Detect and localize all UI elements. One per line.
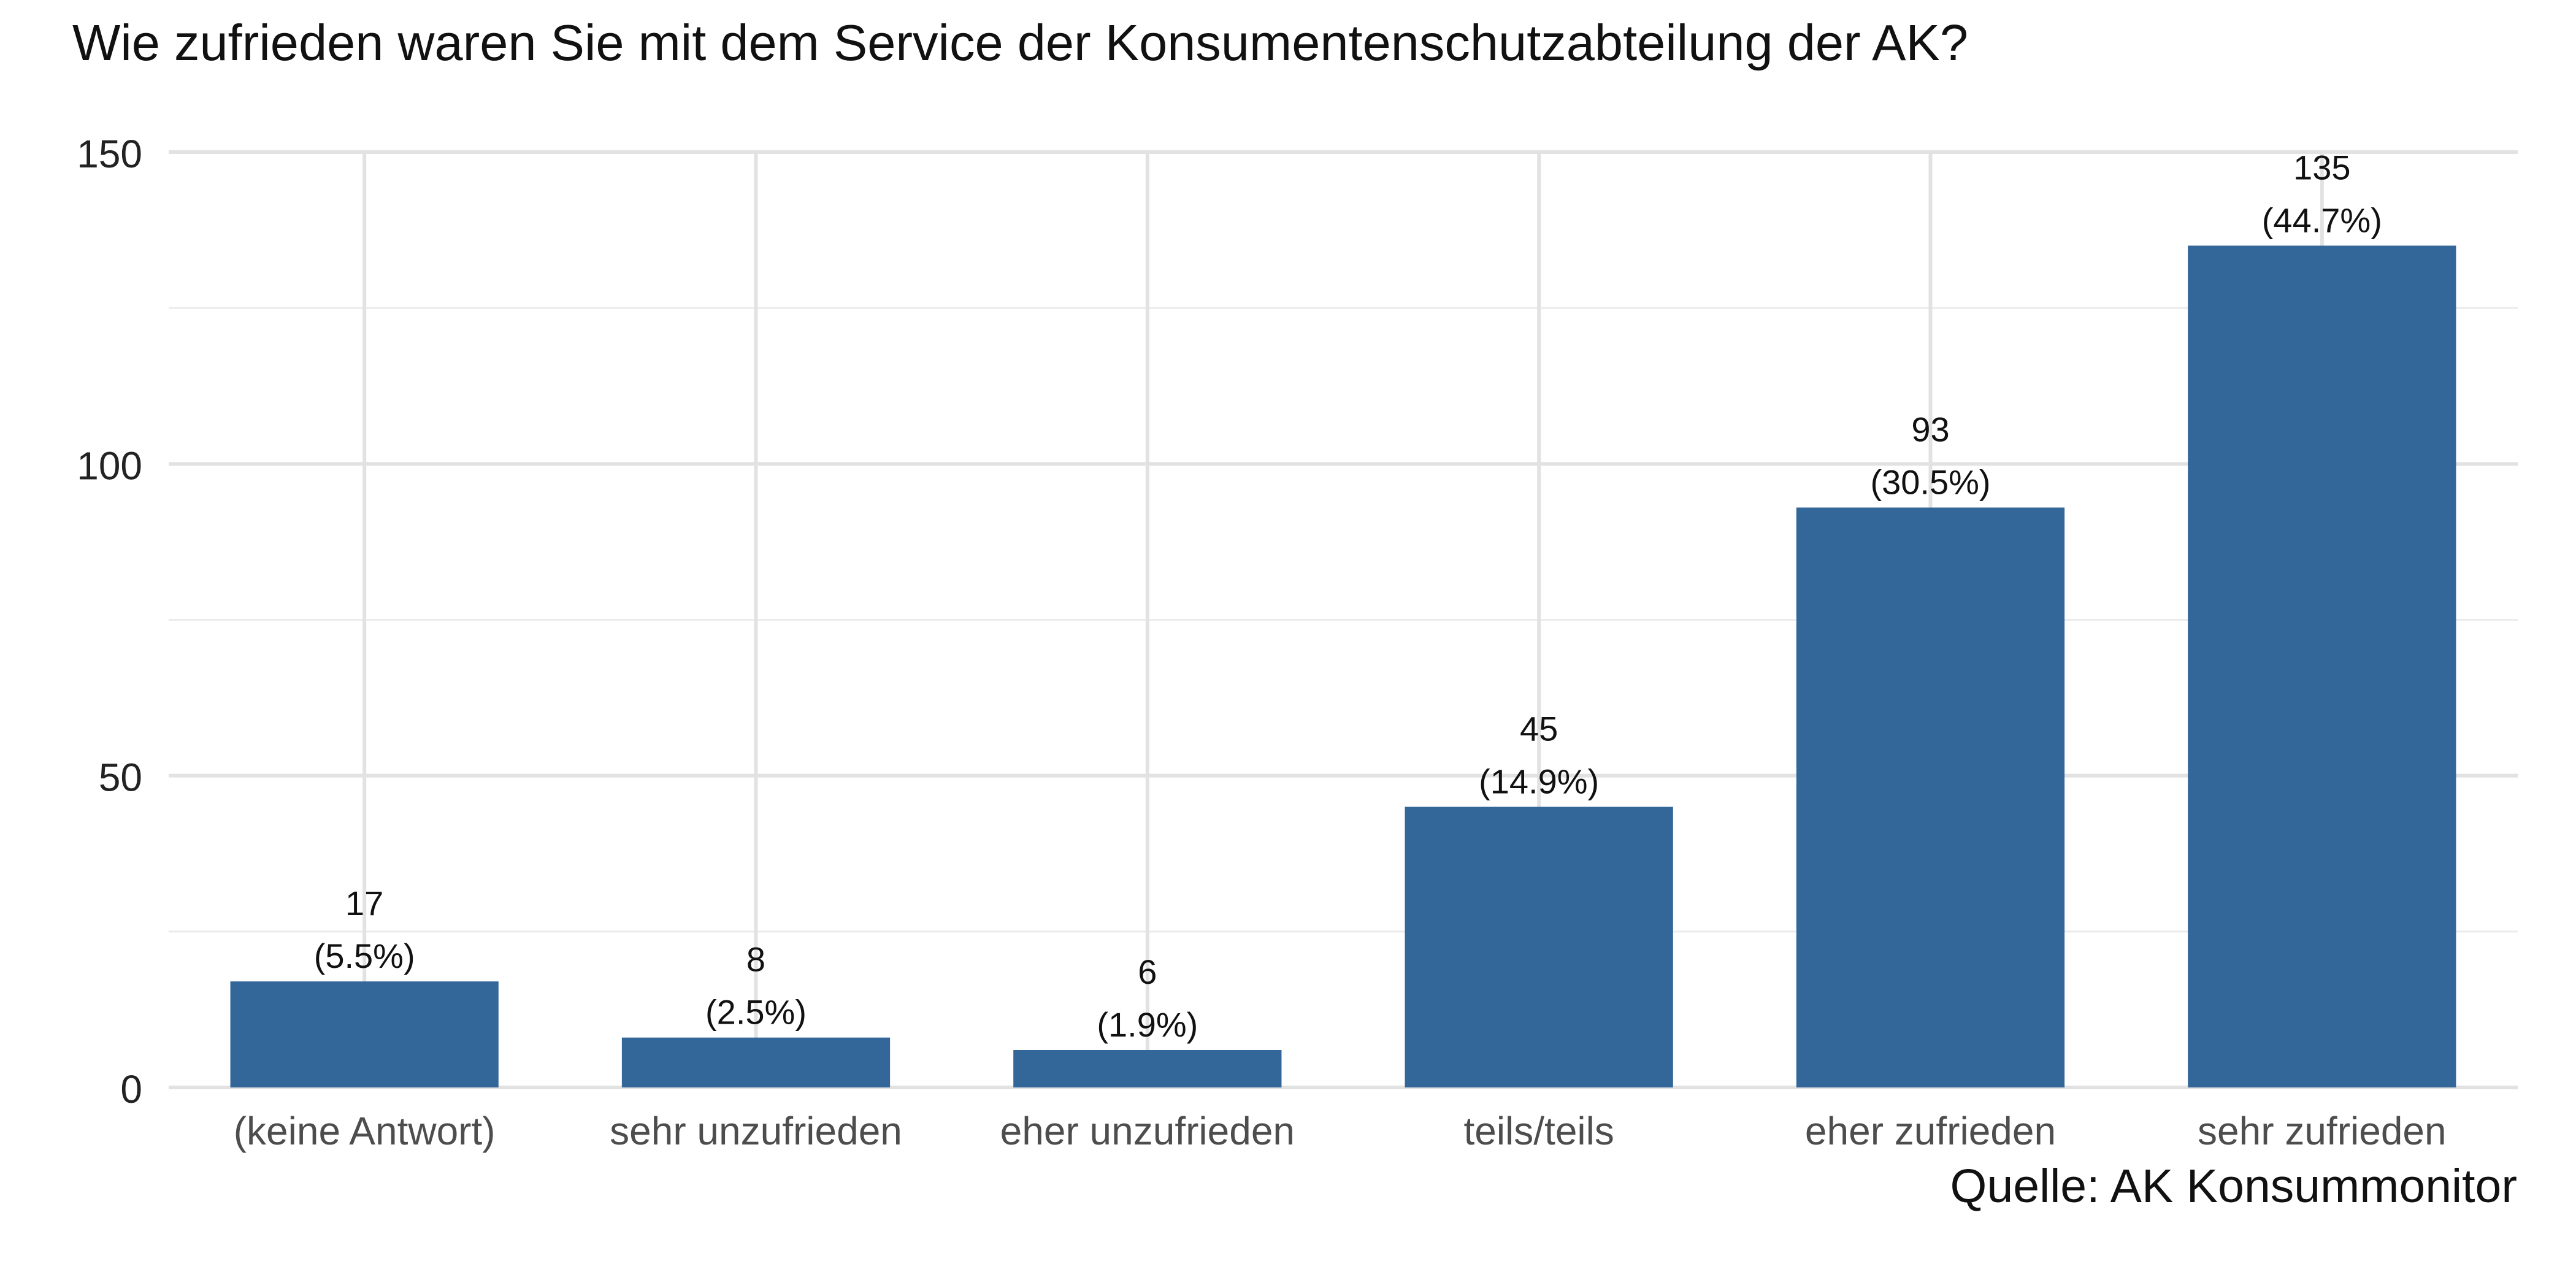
bar-value-label: 93 <box>1911 410 1949 449</box>
bar-percent-label: (44.7%) <box>2262 201 2382 240</box>
x-tick-label: (keine Antwort) <box>234 1109 496 1153</box>
bar-percent-label: (14.9%) <box>1479 762 1599 801</box>
bar-4 <box>1405 807 1673 1087</box>
bar-percent-label: (1.9%) <box>1097 1005 1198 1044</box>
bar-value-label: 17 <box>345 884 383 922</box>
y-tick-label: 100 <box>77 443 142 488</box>
x-tick-label: eher unzufrieden <box>1000 1109 1295 1153</box>
bar-6 <box>2188 245 2456 1087</box>
y-tick-label: 150 <box>77 132 142 176</box>
bar-percent-label: (30.5%) <box>1870 463 1990 502</box>
bar-1 <box>230 981 499 1087</box>
bar-3 <box>1013 1050 1282 1087</box>
y-tick-label: 0 <box>120 1067 142 1111</box>
chart-title: Wie zufrieden waren Sie mit dem Service … <box>72 14 1969 71</box>
y-tick-label: 50 <box>99 756 142 800</box>
bar-2 <box>621 1037 891 1087</box>
source-caption: Quelle: AK Konsummonitor <box>1950 1160 2517 1213</box>
bar-value-label: 135 <box>2293 148 2350 187</box>
x-tick-label: teils/teils <box>1463 1109 1614 1153</box>
bar-value-label: 8 <box>746 940 765 979</box>
x-tick-label: sehr zufrieden <box>2198 1109 2447 1153</box>
bar-5 <box>1796 507 2065 1087</box>
x-tick-label: sehr unzufrieden <box>610 1109 902 1153</box>
bar-percent-label: (5.5%) <box>314 937 415 975</box>
bar-value-label: 45 <box>1520 710 1558 748</box>
bar-value-label: 6 <box>1138 953 1157 991</box>
bar-percent-label: (2.5%) <box>705 993 807 1032</box>
x-tick-label: eher zufrieden <box>1805 1109 2056 1153</box>
